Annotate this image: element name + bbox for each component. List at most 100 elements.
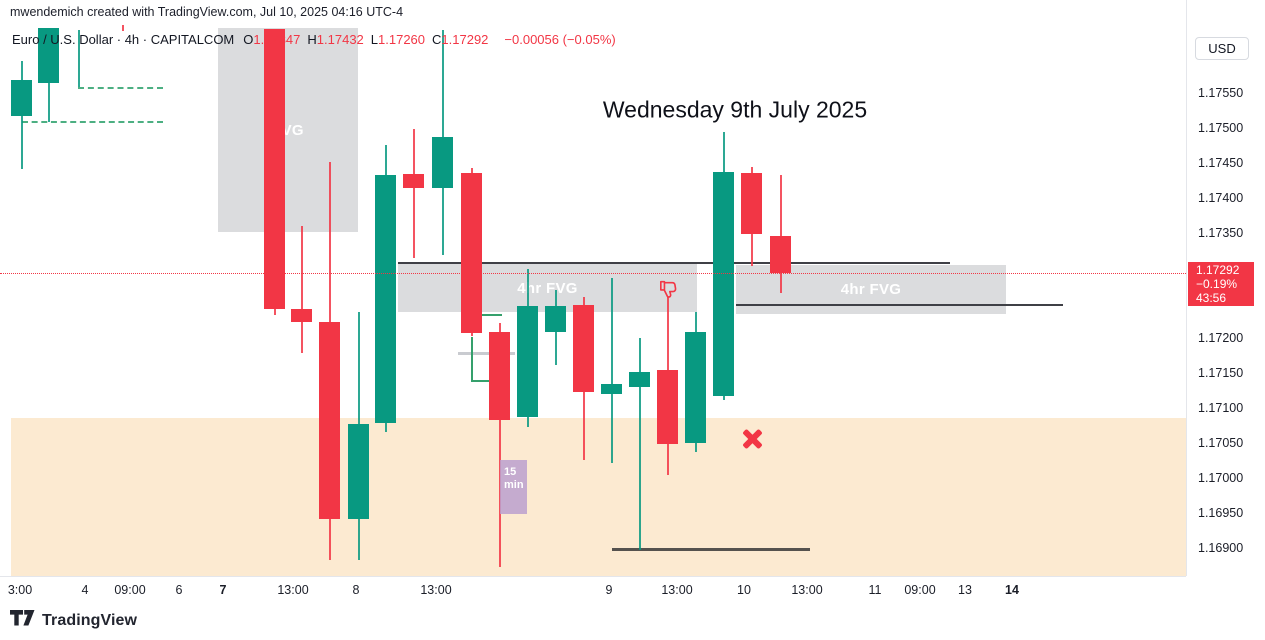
last-price-change: −0.19% xyxy=(1196,277,1238,291)
fvg-4hr-box-left: 4hr FVG xyxy=(398,264,697,312)
annotations-layer: Wednesday 9th July 2025 15 min xyxy=(500,96,868,514)
green-step-line-a xyxy=(482,314,502,316)
candle-body xyxy=(713,172,734,396)
candle-wick xyxy=(611,278,613,463)
candle-body xyxy=(517,306,538,417)
tradingview-logo[interactable]: TradingView xyxy=(10,610,137,631)
candle-wick xyxy=(78,30,80,87)
fvg-box: FVG xyxy=(218,28,358,232)
bar-countdown: 43:56 xyxy=(1196,291,1227,305)
time-tick-label: 13:00 xyxy=(661,583,693,597)
candle-body xyxy=(573,305,594,392)
candle-body xyxy=(685,332,706,443)
candle-wick xyxy=(413,129,415,258)
time-tick-label: 3:00 xyxy=(7,583,33,597)
price-tick-label: 1.17200 xyxy=(1198,331,1244,345)
candle-body xyxy=(38,28,59,83)
ohlc-c: C1.17292 xyxy=(432,32,489,47)
time-tick-label: 09:00 xyxy=(904,583,936,597)
candle-wick xyxy=(780,175,782,293)
candle-body xyxy=(629,372,650,387)
ohlc-h: H1.17432 xyxy=(307,32,364,47)
time-tick-label: 13:00 xyxy=(420,583,452,597)
fvg-4hr-box-left-label: 4hr FVG xyxy=(517,279,578,297)
candle-body xyxy=(403,174,424,188)
currency-unit-button[interactable]: USD xyxy=(1195,37,1249,60)
ohlc-values: O1.17347 H1.17432 L1.17260 C1.17292 xyxy=(243,32,495,47)
last-price-label: 1.17292 −0.19% 43:56 xyxy=(1188,262,1254,306)
dashed-level-lower xyxy=(22,121,163,123)
time-tick-label: 8 xyxy=(352,583,360,597)
price-tick-label: 1.17500 xyxy=(1198,121,1244,135)
price-tick-label: 1.16950 xyxy=(1198,506,1244,520)
price-tick-label: 1.17050 xyxy=(1198,436,1244,450)
price-line-layer xyxy=(0,273,1186,274)
time-axis[interactable]: 3:00 4 09:00 6 7 13:00 8 13:00 9 13:00 10 13:00 11 09… xyxy=(0,576,1186,605)
level-line-lower xyxy=(736,304,1063,306)
candle-body xyxy=(601,384,622,394)
candle-wick xyxy=(499,323,501,567)
dashed-level-upper xyxy=(78,87,163,89)
orange-zone xyxy=(11,418,1186,576)
thumbs-down-icon xyxy=(658,279,680,299)
candle-body xyxy=(319,322,340,519)
last-price-value: 1.17292 xyxy=(1196,263,1240,277)
price-tick-label: 1.17000 xyxy=(1198,471,1244,485)
price-tick-label: 1.16900 xyxy=(1198,541,1244,555)
green-step-line-b xyxy=(471,337,473,380)
candle-body xyxy=(264,29,285,309)
price-tick-label: 1.17100 xyxy=(1198,401,1244,415)
candle-body xyxy=(11,80,32,116)
date-annotation: Wednesday 9th July 2025 xyxy=(602,96,868,123)
last-price-line xyxy=(0,273,1186,274)
time-tick-label: 14 xyxy=(1005,583,1019,597)
fvg-4hr-box-right-label: 4hr FVG xyxy=(840,281,902,298)
candle-body xyxy=(432,137,453,188)
zones-layer xyxy=(11,418,1186,576)
time-tick-label: 13:00 xyxy=(791,583,823,597)
candle-body xyxy=(461,173,482,333)
price-tick-label: 1.17450 xyxy=(1198,156,1244,170)
candle-body xyxy=(348,424,369,519)
time-tick-label: 9 xyxy=(605,583,613,597)
candle-wick xyxy=(639,338,641,550)
time-tick-label: 13 xyxy=(958,583,972,597)
candle-body xyxy=(657,370,678,444)
candle-body xyxy=(545,306,566,332)
candles-layer xyxy=(11,25,791,567)
candle-body xyxy=(375,175,396,423)
swing-low-line xyxy=(612,548,810,551)
lines-layer xyxy=(22,87,1063,551)
tradingview-logo-icon xyxy=(10,610,36,631)
price-tick-label: 1.17350 xyxy=(1198,226,1244,240)
candle-body xyxy=(770,236,791,273)
chart-area[interactable]: FVG 4hr FVG 4hr FVG Wednesday 9th July 202… xyxy=(0,0,1186,576)
x-mark-icon xyxy=(742,428,763,450)
attribution-text: mwendemich created with TradingView.com,… xyxy=(10,5,404,19)
price-tick-label: 1.17150 xyxy=(1198,366,1244,380)
time-tick-label: 4 xyxy=(81,583,89,597)
time-tick-label: 11 xyxy=(868,583,882,597)
time-tick-label: 13:00 xyxy=(277,583,309,597)
price-axis[interactable]: USD 1.17550 1.17500 1.17450 1.17400 1.17350 1… xyxy=(1186,0,1265,576)
symbol-title[interactable]: Euro / U.S. Dollar · 4h · CAPITALCOM xyxy=(12,32,235,47)
level-line-upper xyxy=(398,262,950,264)
green-step-line-c xyxy=(471,380,500,382)
symbol-info-bar[interactable]: Euro / U.S. Dollar · 4h · CAPITALCOM O1.… xyxy=(12,32,616,47)
candle-body xyxy=(741,173,762,234)
time-tick-label: 7 xyxy=(219,583,227,597)
candle-wick xyxy=(301,226,303,353)
change-value: −0.00056 (−0.05%) xyxy=(504,32,616,47)
time-tick-label: 6 xyxy=(175,583,183,597)
time-tick-label: 10 xyxy=(737,583,751,597)
ohlc-o: O1.17347 xyxy=(243,32,301,47)
price-tick-label: 1.17400 xyxy=(1198,191,1244,205)
ohlc-l: L1.17260 xyxy=(370,32,426,47)
time-tick-label: 09:00 xyxy=(114,583,146,597)
price-tick-label: 1.17550 xyxy=(1198,86,1244,100)
candle-wick xyxy=(122,25,124,31)
fifteen-min-label: 15 min xyxy=(500,460,527,514)
small-gray-line xyxy=(458,352,515,355)
tradingview-logo-text: TradingView xyxy=(42,611,138,629)
